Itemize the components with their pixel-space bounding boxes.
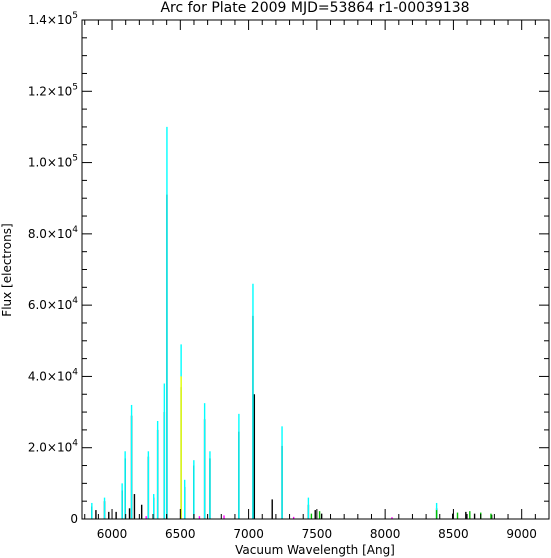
y-tick-label: 1.4×105 <box>28 11 78 27</box>
x-tick-label: 8000 <box>370 527 401 541</box>
y-tick-label: 8.0×104 <box>28 225 78 241</box>
y-tick-label: 6.0×104 <box>28 296 78 312</box>
y-axis-label: Flux [electrons] <box>0 223 14 316</box>
y-tick-label: 2.0×104 <box>28 439 78 455</box>
x-tick-label: 6000 <box>97 527 128 541</box>
series-1 <box>91 126 438 519</box>
x-axis-label: Vacuum Wavelength [Ang] <box>235 543 395 557</box>
y-tick-label: 0 <box>70 512 78 526</box>
x-tick-label: 7000 <box>233 527 264 541</box>
axes-layer: 6000 6500 7000 7500 8000 8500 9000 0 2.0×104 4.0×… <box>28 11 550 541</box>
y-tick-label: 1.2×105 <box>28 82 78 98</box>
series-layer <box>91 126 493 519</box>
y-tick-label: 1.0×105 <box>28 154 78 170</box>
chart-title: Arc for Plate 2009 MJD=53864 r1-00039138 <box>160 0 469 16</box>
x-tick-label: 9000 <box>506 527 537 541</box>
y-tick-label: 4.0×104 <box>28 367 78 383</box>
x-tick-label: 7500 <box>302 527 333 541</box>
x-tick-label: 6500 <box>165 527 196 541</box>
x-tick-label: 8500 <box>438 527 469 541</box>
